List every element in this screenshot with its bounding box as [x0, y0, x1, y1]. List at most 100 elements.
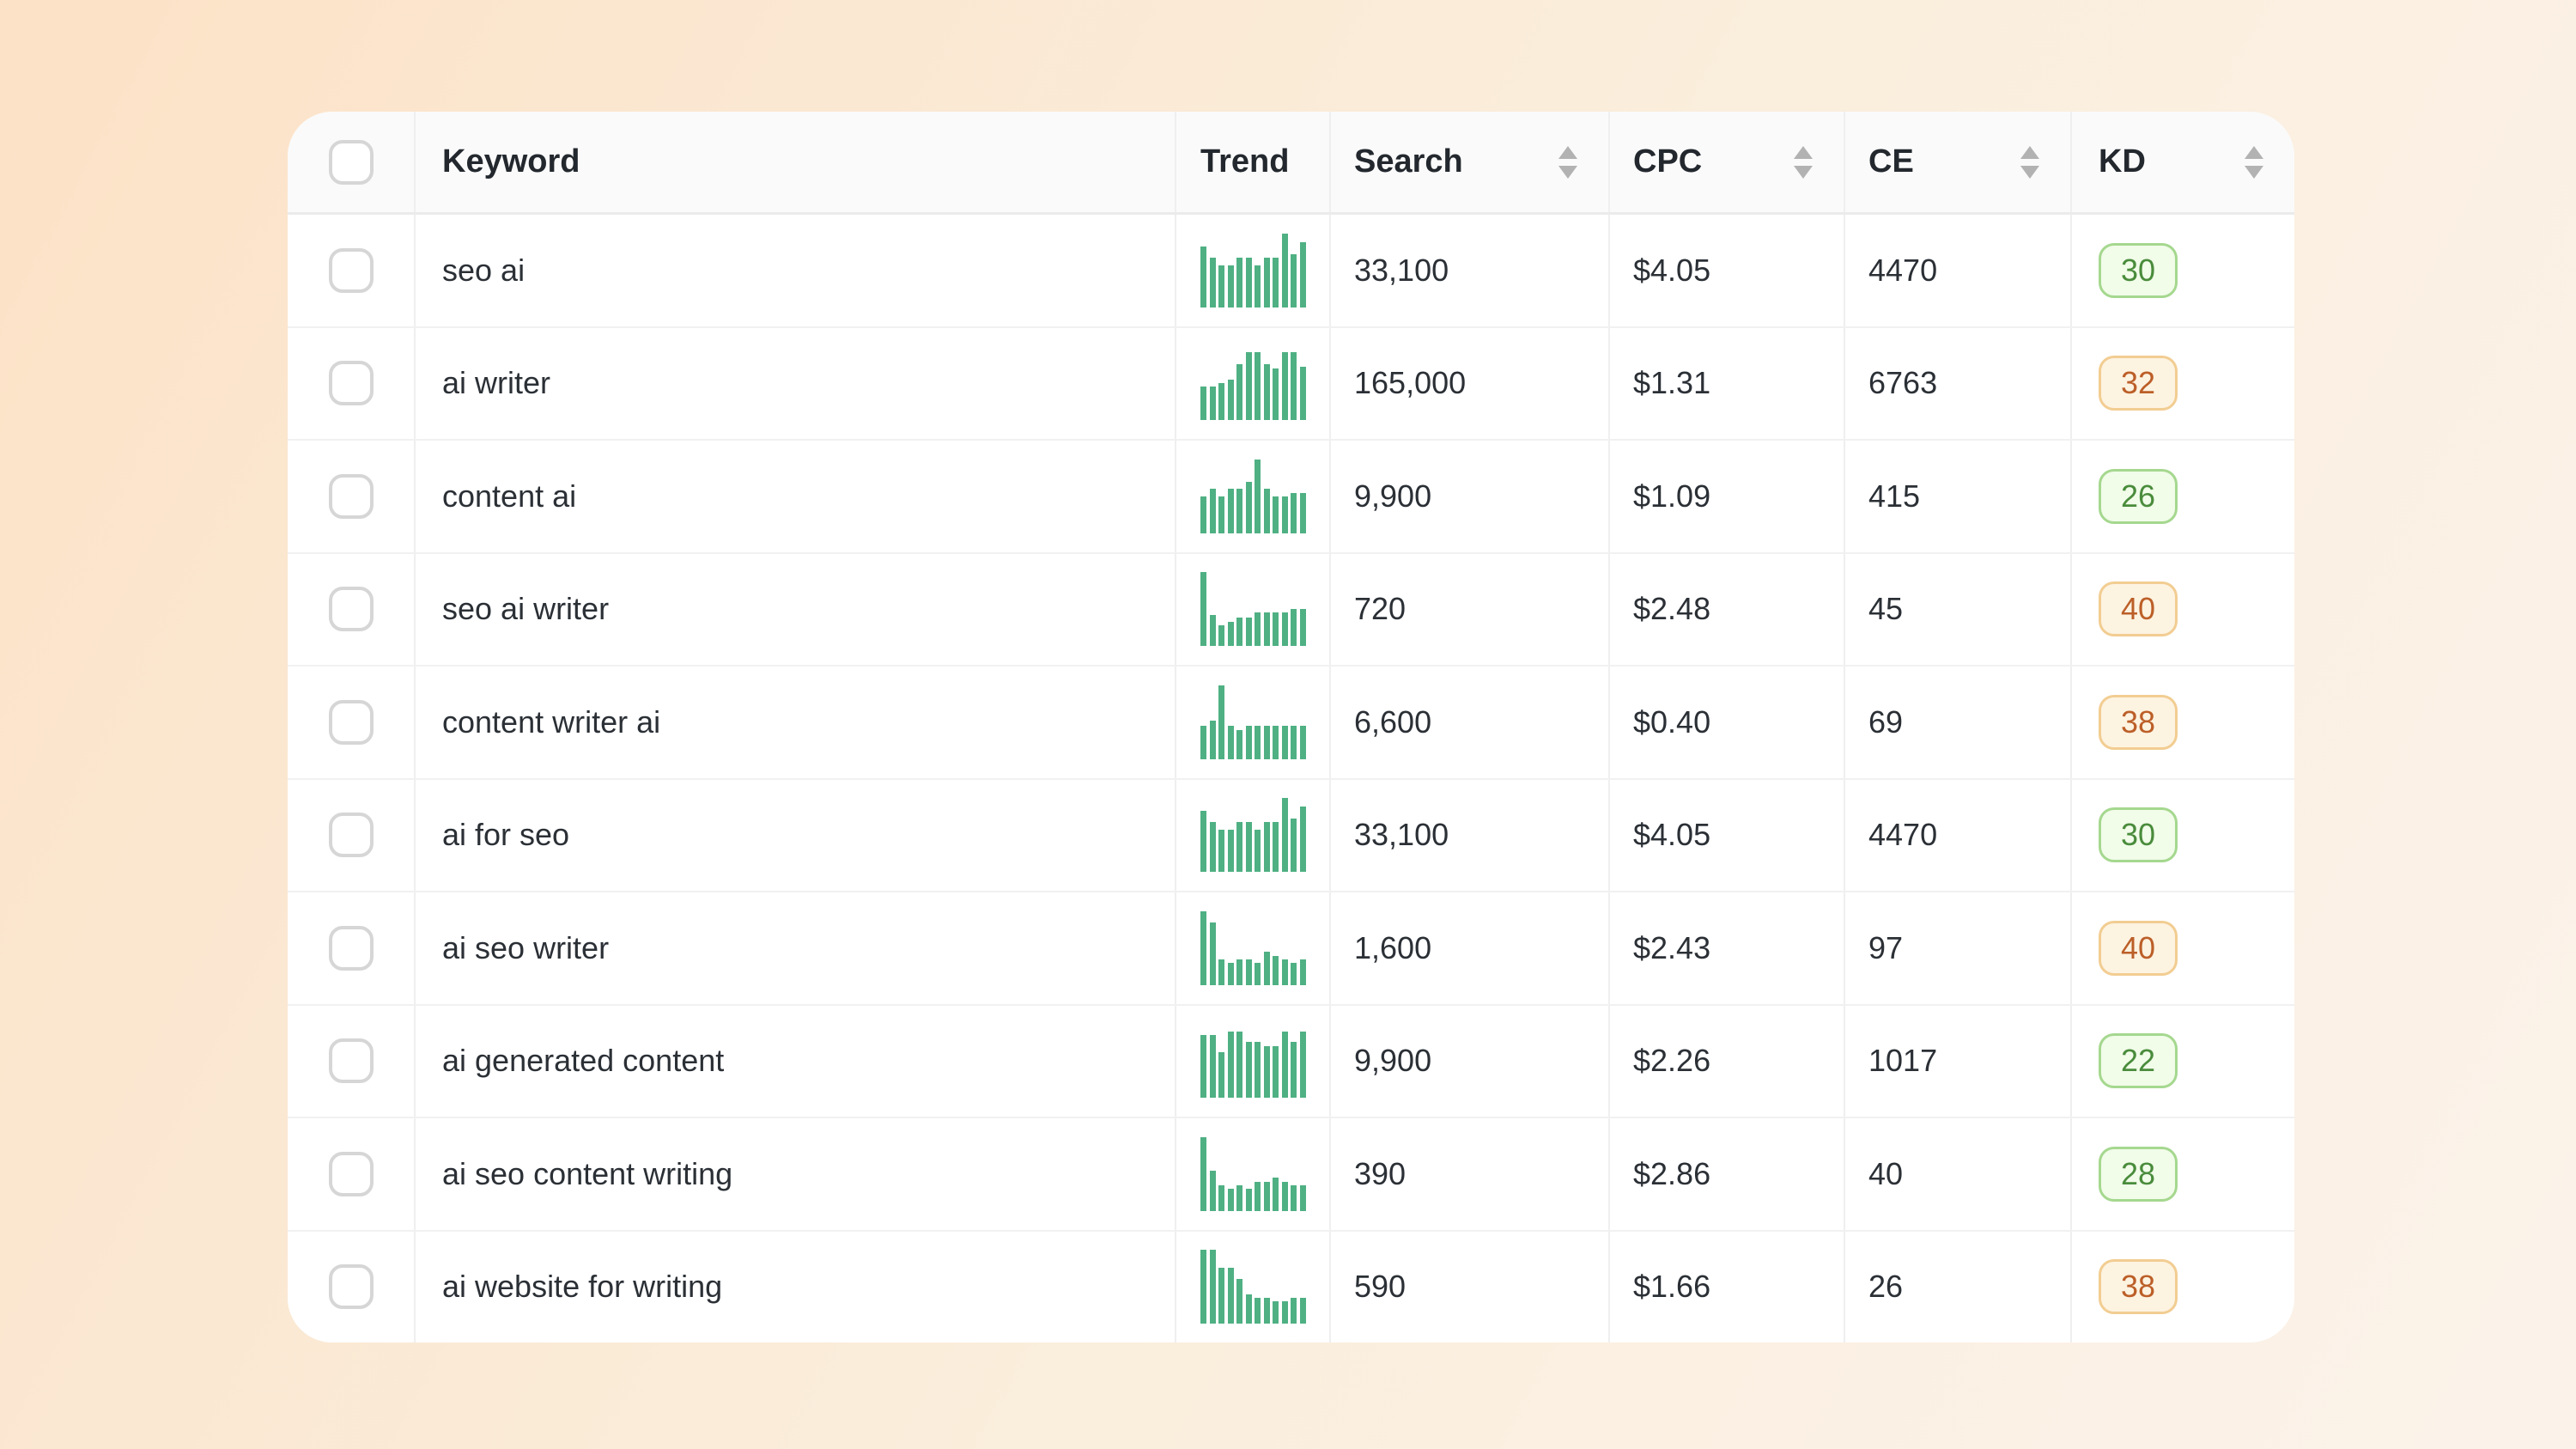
- cell-trend: [1176, 667, 1331, 778]
- row-checkbox[interactable]: [328, 699, 374, 745]
- trend-bar: [1281, 959, 1288, 985]
- trend-bar: [1236, 1279, 1242, 1324]
- trend-bar: [1273, 1046, 1279, 1099]
- trend-bar: [1291, 1042, 1297, 1099]
- header-cell-cpc[interactable]: CPC: [1610, 112, 1845, 212]
- trend-bar: [1227, 962, 1234, 985]
- kd-badge: 26: [2099, 468, 2178, 524]
- cell-cpc: $0.40: [1610, 667, 1845, 778]
- table-row: seo ai writer 720 $2.48 45 40: [288, 553, 2294, 667]
- cell-ce: 4470: [1845, 215, 2072, 326]
- sort-down-icon: [1794, 165, 1813, 179]
- cpc-value: $1.31: [1633, 365, 1711, 401]
- trend-bar: [1218, 685, 1224, 759]
- trend-bar: [1291, 725, 1297, 759]
- trend-bar: [1218, 496, 1224, 533]
- trend-sparkline: [1200, 233, 1307, 307]
- cell-ce: 6763: [1845, 327, 2072, 439]
- sort-icon[interactable]: [1794, 145, 1813, 179]
- table-row: seo ai 33,100 $4.05 4470 30: [288, 215, 2294, 328]
- trend-bar: [1236, 618, 1242, 647]
- cell-ce: 69: [1845, 667, 2072, 778]
- keyword-text: content ai: [442, 478, 577, 514]
- cell-kd: 38: [2072, 667, 2294, 778]
- ce-value: 26: [1868, 1269, 1904, 1305]
- keyword-text: content writer ai: [442, 703, 661, 740]
- trend-sparkline: [1200, 1250, 1307, 1324]
- row-checkbox[interactable]: [328, 361, 374, 406]
- cell-trend: [1176, 1005, 1331, 1117]
- ce-value: 97: [1868, 929, 1904, 965]
- cell-search: 1,600: [1331, 892, 1610, 1004]
- trend-bar: [1218, 383, 1224, 421]
- trend-bar: [1273, 1177, 1279, 1211]
- trend-bar: [1299, 1298, 1306, 1324]
- trend-bar: [1299, 492, 1306, 533]
- cell-cpc: $2.26: [1610, 1005, 1845, 1117]
- keyword-text: ai seo content writing: [442, 1155, 733, 1191]
- trend-bar: [1291, 1184, 1297, 1211]
- search-volume-value: 9,900: [1354, 1043, 1432, 1079]
- trend-bar: [1200, 1250, 1206, 1324]
- trend-bar: [1245, 1294, 1252, 1324]
- header-cell-kd[interactable]: KD: [2072, 112, 2294, 212]
- header-cell-keyword[interactable]: Keyword: [416, 112, 1176, 212]
- cell-ce: 97: [1845, 892, 2072, 1004]
- trend-bar: [1291, 1298, 1297, 1324]
- search-volume-value: 390: [1354, 1155, 1406, 1191]
- search-volume-value: 720: [1354, 591, 1406, 627]
- ce-value: 40: [1868, 1155, 1904, 1191]
- trend-bar: [1281, 1181, 1288, 1211]
- cell-ce: 4470: [1845, 779, 2072, 891]
- cell-select: [288, 892, 416, 1004]
- cell-trend: [1176, 1118, 1331, 1230]
- header-cell-ce[interactable]: CE: [1845, 112, 2072, 212]
- trend-bar: [1273, 725, 1279, 759]
- trend-bar: [1273, 822, 1279, 873]
- trend-bar: [1273, 257, 1279, 307]
- sort-icon[interactable]: [1558, 145, 1577, 179]
- trend-bar: [1291, 253, 1297, 307]
- trend-bar: [1218, 959, 1224, 985]
- header-cell-trend[interactable]: Trend: [1176, 112, 1331, 212]
- header-label-ce: CE: [1868, 143, 1914, 180]
- search-volume-value: 6,600: [1354, 703, 1432, 740]
- ce-value: 4470: [1868, 252, 1938, 288]
- trend-bar: [1255, 725, 1261, 759]
- trend-bar: [1281, 233, 1288, 307]
- search-volume-value: 165,000: [1354, 365, 1467, 401]
- trend-bar: [1209, 720, 1216, 759]
- sort-icon[interactable]: [2245, 145, 2263, 179]
- sort-icon[interactable]: [2020, 145, 2039, 179]
- trend-bar: [1236, 257, 1242, 307]
- row-checkbox[interactable]: [328, 813, 374, 858]
- row-checkbox[interactable]: [328, 925, 374, 971]
- trend-bar: [1263, 257, 1270, 307]
- row-checkbox[interactable]: [328, 1038, 374, 1084]
- header-cell-search[interactable]: Search: [1331, 112, 1610, 212]
- trend-sparkline: [1200, 910, 1307, 985]
- trend-bar: [1263, 364, 1270, 421]
- row-checkbox[interactable]: [328, 1264, 374, 1310]
- trend-bar: [1281, 352, 1288, 421]
- trend-sparkline: [1200, 1024, 1307, 1099]
- trend-bar: [1273, 955, 1279, 985]
- row-checkbox[interactable]: [328, 473, 374, 519]
- row-checkbox[interactable]: [328, 587, 374, 632]
- cell-keyword: content writer ai: [416, 667, 1176, 778]
- trend-bar: [1263, 1046, 1270, 1099]
- trend-bar: [1218, 265, 1224, 307]
- table-row: ai writer 165,000 $1.31 6763 32: [288, 327, 2294, 441]
- trend-bar: [1245, 481, 1252, 533]
- trend-bar: [1299, 1184, 1306, 1211]
- select-all-checkbox[interactable]: [328, 139, 374, 185]
- row-checkbox[interactable]: [328, 247, 374, 293]
- trend-bar: [1200, 246, 1206, 307]
- trend-bar: [1218, 830, 1224, 873]
- cell-keyword: ai for seo: [416, 779, 1176, 891]
- sort-down-icon: [2020, 165, 2039, 179]
- kd-badge: 38: [2099, 1259, 2178, 1315]
- trend-bar: [1263, 725, 1270, 759]
- row-checkbox[interactable]: [328, 1151, 374, 1196]
